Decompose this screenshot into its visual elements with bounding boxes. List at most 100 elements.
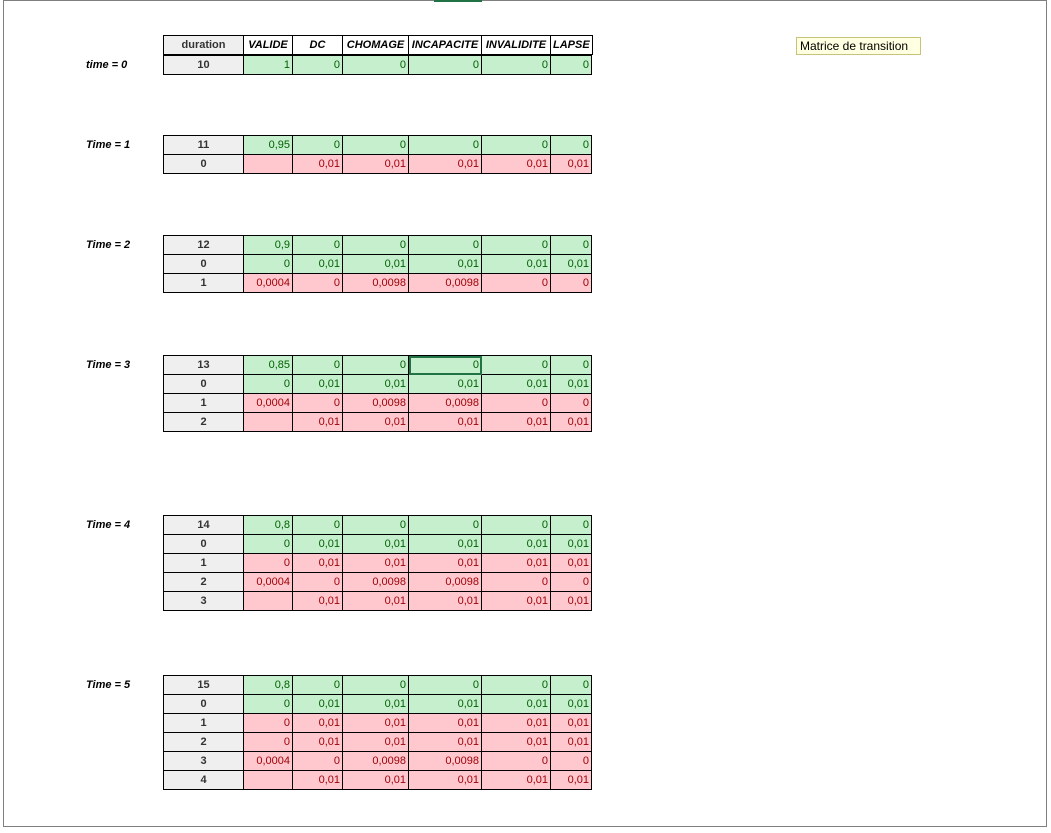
header-chomage[interactable]: CHOMAGE <box>342 35 409 55</box>
value-cell[interactable]: 0,01 <box>342 374 409 394</box>
value-cell[interactable]: 0 <box>342 355 409 375</box>
duration-cell[interactable]: 12 <box>163 235 244 255</box>
value-cell[interactable]: 0,01 <box>342 553 409 573</box>
value-cell[interactable]: 0,01 <box>342 412 409 432</box>
duration-cell[interactable]: 0 <box>163 374 244 394</box>
value-cell[interactable]: 0,8 <box>243 675 293 695</box>
value-cell[interactable]: 0 <box>243 732 293 752</box>
value-cell[interactable]: 0 <box>481 675 551 695</box>
value-cell[interactable]: 0,01 <box>481 534 551 554</box>
value-cell[interactable]: 0,0098 <box>342 393 409 413</box>
value-cell[interactable]: 0 <box>408 675 482 695</box>
value-cell[interactable]: 0,0004 <box>243 273 293 293</box>
duration-cell[interactable]: 0 <box>163 534 244 554</box>
value-cell[interactable]: 0,01 <box>550 412 592 432</box>
value-cell[interactable]: 0,0098 <box>342 751 409 771</box>
header-incapacite[interactable]: INCAPACITE <box>408 35 482 55</box>
value-cell[interactable]: 0,01 <box>408 713 482 733</box>
value-cell[interactable]: 0,01 <box>408 534 482 554</box>
value-cell[interactable]: 0,0004 <box>243 572 293 592</box>
value-cell[interactable]: 0,95 <box>243 135 293 155</box>
value-cell[interactable]: 0,9 <box>243 235 293 255</box>
value-cell[interactable]: 0,01 <box>342 770 409 790</box>
value-cell[interactable]: 0 <box>292 572 343 592</box>
value-cell[interactable]: 0,01 <box>342 591 409 611</box>
value-cell[interactable]: 0 <box>342 515 409 535</box>
value-cell[interactable]: 0 <box>342 675 409 695</box>
value-cell[interactable]: 0 <box>550 675 592 695</box>
value-cell[interactable]: 0 <box>292 515 343 535</box>
value-cell[interactable]: 0 <box>481 135 551 155</box>
value-cell[interactable]: 0,01 <box>408 154 482 174</box>
duration-cell[interactable]: 4 <box>163 770 244 790</box>
value-cell[interactable]: 0,01 <box>342 732 409 752</box>
duration-cell[interactable]: 1 <box>163 393 244 413</box>
value-cell[interactable] <box>243 154 293 174</box>
value-cell[interactable]: 0 <box>292 355 343 375</box>
value-cell[interactable]: 0 <box>481 751 551 771</box>
value-cell[interactable]: 0 <box>292 751 343 771</box>
value-cell[interactable]: 0 <box>342 55 409 75</box>
value-cell[interactable]: 0 <box>408 235 482 255</box>
header-duration[interactable]: duration <box>163 35 244 55</box>
value-cell[interactable]: 0,0098 <box>342 572 409 592</box>
duration-cell[interactable]: 2 <box>163 732 244 752</box>
value-cell[interactable]: 0,85 <box>243 355 293 375</box>
value-cell[interactable]: 0 <box>292 675 343 695</box>
value-cell[interactable]: 1 <box>243 55 293 75</box>
value-cell[interactable]: 0 <box>550 135 592 155</box>
value-cell[interactable]: 0,01 <box>408 374 482 394</box>
value-cell[interactable]: 0,01 <box>481 254 551 274</box>
value-cell[interactable]: 0 <box>481 393 551 413</box>
header-lapse[interactable]: LAPSE <box>550 35 593 55</box>
duration-cell[interactable]: 2 <box>163 572 244 592</box>
duration-cell[interactable]: 11 <box>163 135 244 155</box>
value-cell[interactable]: 0,01 <box>292 254 343 274</box>
value-cell[interactable]: 0,0098 <box>408 393 482 413</box>
value-cell[interactable]: 0,01 <box>481 732 551 752</box>
value-cell[interactable]: 0 <box>481 515 551 535</box>
value-cell[interactable]: 0,01 <box>408 553 482 573</box>
value-cell[interactable]: 0,01 <box>342 534 409 554</box>
value-cell[interactable] <box>243 591 293 611</box>
value-cell[interactable]: 0 <box>408 515 482 535</box>
value-cell[interactable]: 0,8 <box>243 515 293 535</box>
duration-cell[interactable]: 1 <box>163 553 244 573</box>
value-cell[interactable]: 0 <box>292 55 343 75</box>
value-cell[interactable]: 0 <box>292 273 343 293</box>
value-cell[interactable]: 0 <box>292 135 343 155</box>
value-cell[interactable]: 0,01 <box>292 534 343 554</box>
value-cell[interactable]: 0,01 <box>550 154 592 174</box>
value-cell[interactable]: 0 <box>342 135 409 155</box>
value-cell[interactable]: 0 <box>243 374 293 394</box>
value-cell[interactable]: 0,01 <box>292 412 343 432</box>
value-cell[interactable]: 0,01 <box>481 374 551 394</box>
value-cell[interactable]: 0,01 <box>408 412 482 432</box>
value-cell[interactable]: 0,01 <box>292 591 343 611</box>
duration-cell[interactable]: 0 <box>163 254 244 274</box>
value-cell[interactable]: 0 <box>550 355 592 375</box>
value-cell[interactable]: 0,0004 <box>243 751 293 771</box>
value-cell[interactable]: 0 <box>550 273 592 293</box>
header-invalidite[interactable]: INVALIDITE <box>481 35 551 55</box>
value-cell[interactable]: 0,01 <box>550 534 592 554</box>
value-cell[interactable]: 0,01 <box>292 770 343 790</box>
value-cell[interactable]: 0,01 <box>342 694 409 714</box>
value-cell[interactable]: 0 <box>481 355 551 375</box>
value-cell[interactable]: 0 <box>408 135 482 155</box>
value-cell[interactable]: 0,0098 <box>408 751 482 771</box>
value-cell[interactable]: 0,0098 <box>342 273 409 293</box>
duration-cell[interactable]: 0 <box>163 154 244 174</box>
duration-cell[interactable]: 3 <box>163 591 244 611</box>
value-cell[interactable]: 0 <box>481 235 551 255</box>
value-cell[interactable]: 0 <box>408 355 482 375</box>
duration-cell[interactable]: 13 <box>163 355 244 375</box>
value-cell[interactable]: 0 <box>292 235 343 255</box>
value-cell[interactable]: 0 <box>550 572 592 592</box>
value-cell[interactable]: 0,01 <box>408 732 482 752</box>
value-cell[interactable]: 0,0004 <box>243 393 293 413</box>
value-cell[interactable] <box>243 770 293 790</box>
value-cell[interactable]: 0,01 <box>481 694 551 714</box>
value-cell[interactable]: 0 <box>481 273 551 293</box>
duration-cell[interactable]: 3 <box>163 751 244 771</box>
